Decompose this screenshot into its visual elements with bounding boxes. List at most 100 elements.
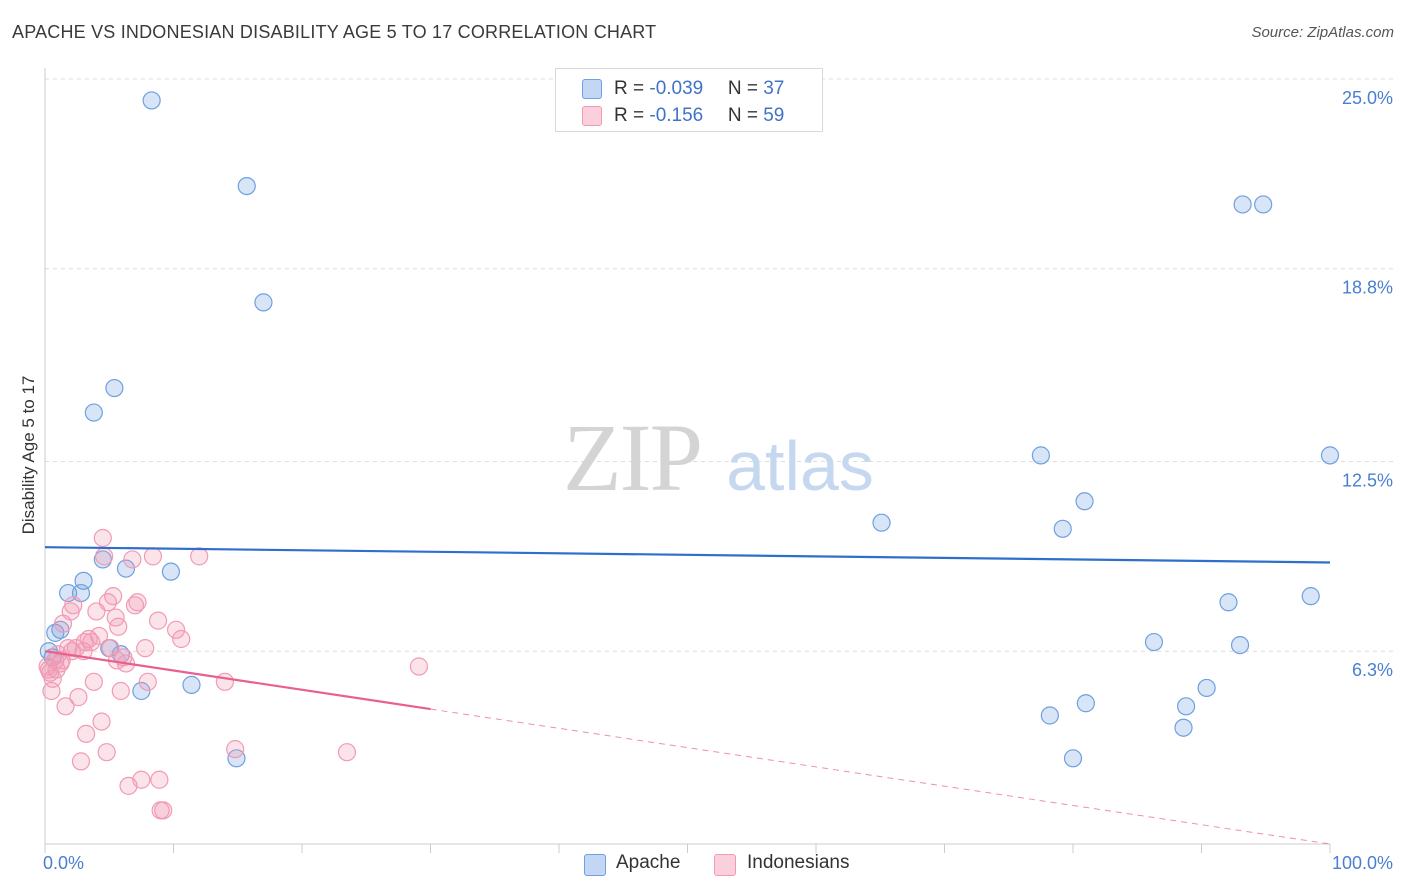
y-tick-label: 18.8% bbox=[1342, 278, 1393, 298]
apache-point bbox=[142, 91, 161, 110]
indonesians-point bbox=[166, 620, 186, 639]
indonesians-point bbox=[104, 587, 123, 606]
indonesians-point bbox=[95, 547, 114, 566]
indonesians-point bbox=[71, 752, 91, 771]
indonesians-point bbox=[190, 547, 209, 566]
apache-point bbox=[84, 403, 103, 422]
indonesians-point bbox=[172, 629, 191, 649]
correlation-legend: R = -0.039 N = 37 R = -0.156 N = 59 bbox=[555, 68, 823, 132]
watermark: ZIP atlas bbox=[563, 404, 874, 511]
indonesians-point bbox=[138, 672, 157, 691]
tick-labels: 6.3% 12.5% 18.8% 25.0% 0.0% 100.0% bbox=[43, 88, 1393, 873]
legend-swatch-indonesians bbox=[714, 854, 736, 876]
apache-point bbox=[1174, 718, 1193, 737]
apache-point bbox=[1076, 694, 1095, 713]
apache-point bbox=[1075, 492, 1094, 511]
apache-point bbox=[105, 378, 124, 398]
indonesians-point bbox=[84, 672, 103, 691]
apache-point bbox=[1031, 446, 1050, 465]
indonesians-point bbox=[337, 743, 357, 762]
apache-point bbox=[1197, 678, 1216, 698]
apache-point bbox=[182, 675, 201, 694]
legend-item-indonesians: Indonesians bbox=[714, 852, 850, 876]
indonesians-point bbox=[215, 672, 234, 691]
indonesians-point bbox=[226, 740, 245, 759]
indonesians-point bbox=[69, 688, 88, 707]
apache-point bbox=[1063, 749, 1083, 768]
indonesians-point bbox=[136, 639, 155, 658]
legend-n-value: 37 bbox=[763, 78, 785, 99]
apache-point bbox=[1040, 706, 1059, 725]
apache-point bbox=[74, 571, 93, 590]
apache-point bbox=[872, 513, 891, 532]
legend-swatch-apache bbox=[582, 79, 602, 99]
apache-point bbox=[161, 562, 181, 581]
indonesians-point bbox=[123, 550, 142, 569]
indonesians-point bbox=[150, 770, 169, 789]
apache-point bbox=[1176, 697, 1196, 716]
indonesians-point bbox=[154, 801, 173, 820]
y-axis-label: Disability Age 5 to 17 bbox=[19, 376, 38, 535]
apache-point bbox=[132, 681, 151, 701]
legend-label-indonesians: Indonesians bbox=[747, 852, 850, 873]
indonesians-point bbox=[56, 697, 75, 716]
indonesians-point bbox=[42, 681, 61, 701]
legend-label-apache: Apache bbox=[616, 852, 681, 873]
indonesians-point bbox=[125, 596, 145, 615]
axes bbox=[44, 68, 1331, 853]
indonesians-point bbox=[75, 632, 94, 652]
apache-trend-line bbox=[44, 546, 1331, 564]
apache-point bbox=[1144, 632, 1164, 652]
apache-point bbox=[1053, 519, 1072, 538]
apache-point bbox=[116, 559, 136, 578]
indonesians-point bbox=[143, 547, 163, 566]
legend-r-value: -0.156 bbox=[649, 105, 704, 126]
legend-n-label: N = bbox=[727, 105, 764, 126]
apache-point bbox=[1233, 195, 1252, 214]
indonesians-point bbox=[39, 660, 58, 679]
apache-point bbox=[1320, 446, 1340, 465]
indonesians-point bbox=[128, 593, 147, 612]
indonesians-point bbox=[77, 724, 96, 743]
indonesians-point bbox=[47, 660, 66, 679]
apache-point bbox=[46, 623, 65, 642]
apache-point bbox=[1254, 195, 1273, 214]
chart-title: APACHE VS INDONESIAN DISABILITY AGE 5 TO… bbox=[12, 22, 657, 42]
trend-layer bbox=[44, 546, 1331, 845]
x-tick-label: 0.0% bbox=[43, 853, 84, 873]
indonesians-point bbox=[148, 611, 168, 630]
y-tick-label: 25.0% bbox=[1342, 88, 1393, 108]
y-tick-label: 12.5% bbox=[1342, 471, 1393, 491]
legend-swatch-apache bbox=[584, 854, 606, 876]
apache-point bbox=[1301, 587, 1320, 606]
legend-item-apache: Apache bbox=[584, 852, 681, 876]
watermark-zip: ZIP bbox=[563, 404, 701, 511]
apache-point bbox=[254, 293, 273, 312]
indonesians-point bbox=[93, 528, 112, 548]
source-label: Source: ZipAtlas.com bbox=[1251, 24, 1394, 41]
apache-point bbox=[237, 177, 256, 196]
legend-r-label: R = bbox=[614, 78, 650, 99]
indonesians-trend-line bbox=[44, 650, 431, 711]
indonesians-point bbox=[52, 651, 71, 670]
indonesians-point bbox=[132, 770, 151, 789]
indonesians-point bbox=[97, 743, 116, 762]
y-tick-label: 6.3% bbox=[1352, 660, 1393, 680]
indonesians-point bbox=[64, 596, 83, 615]
watermark-atlas: atlas bbox=[726, 427, 874, 505]
points-layer bbox=[38, 91, 1340, 820]
x-tick-label: 100.0% bbox=[1332, 853, 1393, 873]
legend-r-value: -0.039 bbox=[649, 78, 704, 99]
gridlines bbox=[45, 78, 1395, 652]
indonesians-point bbox=[109, 617, 128, 636]
legend-n-label: N = bbox=[727, 78, 764, 99]
apache-point bbox=[227, 749, 246, 768]
legend-n-value: 59 bbox=[763, 105, 785, 126]
indonesians-point bbox=[409, 657, 429, 676]
apache-point bbox=[1230, 635, 1250, 655]
apache-point bbox=[1219, 593, 1238, 612]
legend-swatch-indonesians bbox=[582, 106, 602, 126]
indonesians-trend-line-extension bbox=[430, 708, 1331, 845]
indonesians-point bbox=[92, 712, 111, 731]
